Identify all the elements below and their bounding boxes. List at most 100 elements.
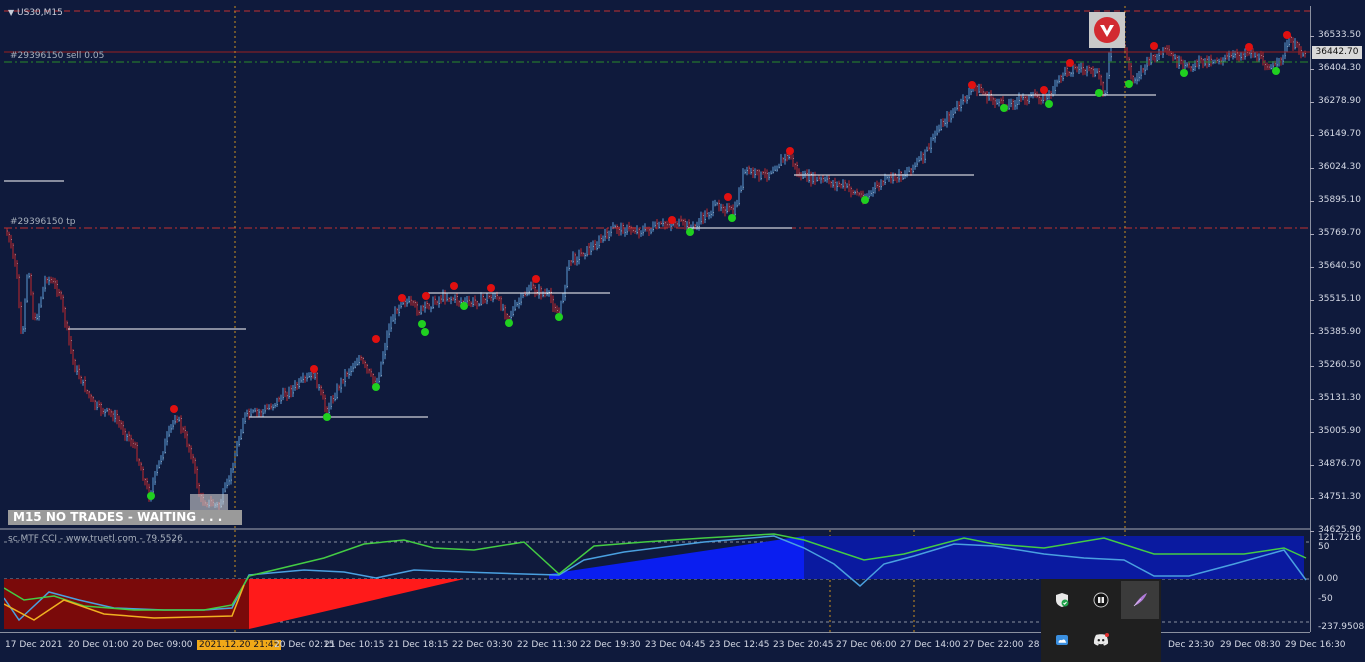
price-tick (1310, 201, 1314, 202)
swing-high-marker (724, 193, 732, 201)
indicator-axis-label: -50 (1318, 594, 1333, 604)
time-axis-label: 21 Dec 18:15 (388, 640, 449, 650)
price-tick (1310, 102, 1314, 103)
price-axis-label: 36533.50 (1318, 30, 1361, 40)
collapse-triangle-icon[interactable]: ▼ (8, 8, 15, 17)
price-tick (1310, 333, 1314, 334)
status-banner: M15 NO TRADES - WAITING . . . (8, 510, 242, 525)
swing-low-marker (686, 228, 694, 236)
price-tick (1310, 36, 1314, 37)
swing-high-marker (1040, 86, 1048, 94)
swing-low-marker (1125, 80, 1133, 88)
time-axis-label: 20 Dec 01:00 (68, 640, 129, 650)
price-axis-label: 35260.50 (1318, 360, 1361, 370)
ea-logo-icon (1089, 12, 1125, 48)
price-tick (1310, 366, 1314, 367)
time-axis-label: 27 Dec 22:00 (963, 640, 1024, 650)
time-axis-label: 29 Dec 16:30 (1285, 640, 1346, 650)
time-axis-label: 20 Dec 09:00 (132, 640, 193, 650)
indicator-axis-label: -237.9508 (1318, 622, 1365, 632)
swing-high-marker (422, 292, 430, 300)
price-tick (1310, 498, 1314, 499)
time-axis-label: 22 Dec 03:30 (452, 640, 513, 650)
cloud-icon[interactable] (1043, 621, 1081, 659)
indicator-axis-label: 0.00 (1318, 574, 1339, 584)
swing-high-marker (1245, 43, 1253, 51)
price-axis-label: 35895.10 (1318, 195, 1361, 205)
swing-high-marker (1283, 31, 1291, 39)
order-line-label: #29396150 sell 0.05 (10, 51, 105, 61)
current-price-box: 36442.70 (1312, 46, 1362, 59)
price-bars (6, 31, 1306, 510)
swing-low-marker (1000, 104, 1008, 112)
security-shield-icon[interactable] (1043, 581, 1081, 619)
swing-low-marker (728, 214, 736, 222)
tp-line-label: #29396150 tp (10, 217, 76, 227)
indicator-axis-label: 50 (1318, 542, 1330, 552)
discord-icon[interactable] (1082, 621, 1120, 659)
swing-low-marker (418, 320, 426, 328)
symbol-text: US30,M15 (17, 8, 63, 18)
media-app-icon[interactable] (1082, 581, 1120, 619)
swing-low-marker (861, 196, 869, 204)
swing-low-marker (421, 328, 429, 336)
swing-low-marker (1045, 100, 1053, 108)
swing-high-marker (668, 216, 676, 224)
price-axis-label: 36404.30 (1318, 63, 1361, 73)
price-axis-label: 35131.30 (1318, 393, 1361, 403)
swing-high-marker (786, 147, 794, 155)
swing-high-marker (398, 294, 406, 302)
swing-high-marker (310, 365, 318, 373)
swing-low-marker (147, 492, 155, 500)
time-axis-label: 27 Dec 06:00 (836, 640, 897, 650)
swing-high-marker (372, 335, 380, 343)
feather-pen-icon[interactable] (1121, 581, 1159, 619)
time-axis-label: 22 Dec 19:30 (580, 640, 641, 650)
cci-signal-line (4, 584, 245, 621)
cci-bear-wedge (249, 579, 464, 629)
time-axis-label: 22 Dec 11:30 (517, 640, 578, 650)
price-axis-label: 34876.70 (1318, 459, 1361, 469)
price-axis-label: 35385.90 (1318, 327, 1361, 337)
time-axis-label: 27 Dec 14:00 (900, 640, 961, 650)
price-tick (1310, 531, 1314, 532)
price-axis-label: 34625.90 (1318, 525, 1361, 535)
swing-low-marker (505, 319, 513, 327)
price-tick (1310, 234, 1314, 235)
time-axis-line (0, 632, 1310, 633)
time-axis-label: 2021.12.20 21:45 (197, 640, 282, 650)
price-axis-line (1310, 6, 1311, 632)
swing-low-marker (372, 383, 380, 391)
price-axis-label: 34751.30 (1318, 492, 1361, 502)
swing-high-marker (487, 284, 495, 292)
price-pane[interactable]: ▼ US30,M15 #29396150 sell 0.05 #29396150… (4, 6, 1310, 528)
time-axis-label: 23 Dec 12:45 (709, 640, 770, 650)
pane-separator[interactable] (0, 528, 1310, 530)
swing-low-marker (1095, 89, 1103, 97)
cci-bull-fill (549, 536, 804, 579)
swing-high-marker (1066, 59, 1074, 67)
swing-high-marker (532, 275, 540, 283)
price-tick (1310, 399, 1314, 400)
price-tick (1310, 168, 1314, 169)
price-axis-label: 35515.10 (1318, 294, 1361, 304)
price-chart[interactable] (4, 6, 1310, 528)
price-axis-label: 36278.90 (1318, 96, 1361, 106)
price-axis-label: 35005.90 (1318, 426, 1361, 436)
swing-high-marker (968, 81, 976, 89)
price-tick (1310, 69, 1314, 70)
time-axis-label: 21 Dec 10:15 (324, 640, 385, 650)
swing-low-marker (323, 413, 331, 421)
price-tick (1310, 267, 1314, 268)
time-axis-label: 23 Dec 04:45 (645, 640, 706, 650)
indicator-axis-label: 121.7216 (1318, 533, 1361, 543)
time-axis-label: 29 Dec 08:30 (1220, 640, 1281, 650)
system-tray-popup (1041, 579, 1161, 662)
time-axis-label: Dec 23:30 (1168, 640, 1215, 650)
cci-bull-band (804, 536, 1304, 579)
selection-highlight (190, 494, 228, 514)
price-tick (1310, 465, 1314, 466)
price-tick (1310, 135, 1314, 136)
price-axis-label: 35640.50 (1318, 261, 1361, 271)
